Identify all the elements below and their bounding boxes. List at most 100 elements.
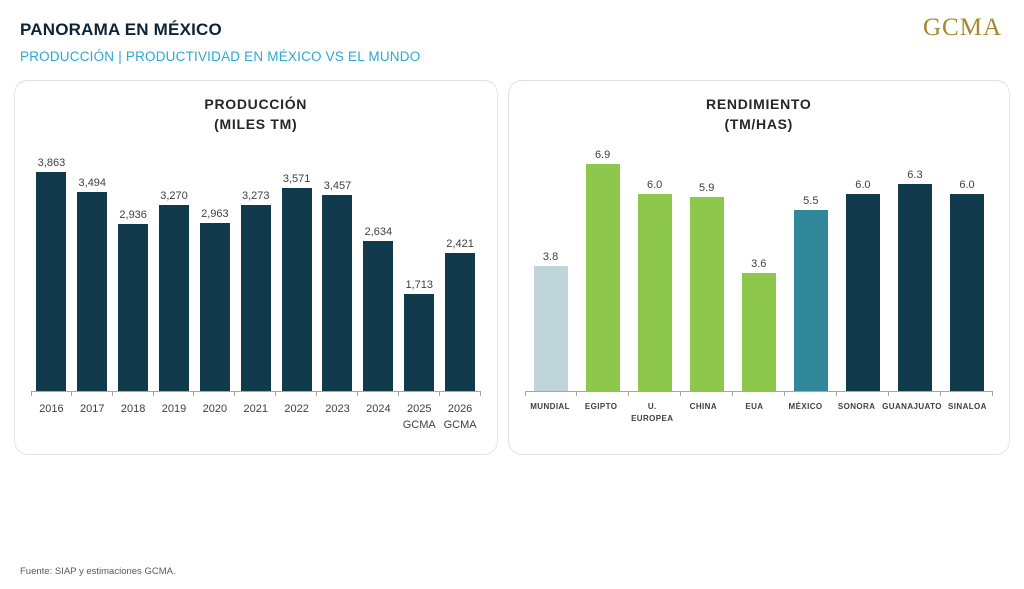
bar [199, 222, 230, 391]
bar-value-label: 3,863 [37, 156, 66, 169]
bar [159, 204, 190, 391]
x-label: 2023 [317, 401, 358, 434]
bar [281, 187, 312, 391]
bar [363, 240, 394, 391]
bar-group-u-europea: 6.0 [629, 141, 681, 391]
x-label: 2017 [72, 401, 113, 434]
axis-tick [524, 391, 577, 396]
bar-value-label: 5.5 [803, 194, 819, 207]
x-labels: MUNDIAL EGIPTO U. EUROPEA CHINA EUA MÉXICO SON… [525, 401, 993, 425]
produccion-chart-units: (MILES TM) [214, 115, 298, 132]
bar [585, 163, 620, 391]
bar [533, 265, 568, 391]
x-label: 2021 [235, 401, 276, 434]
x-label-text: 2019 [161, 402, 187, 415]
bar-group-2020: 2,963 [194, 141, 235, 391]
bar-value-label: 2,963 [201, 207, 229, 220]
axis-tick [317, 391, 358, 396]
bar-group-2018: 2,936 [113, 141, 154, 391]
produccion-chart-title: PRODUCCIÓN [204, 96, 308, 112]
x-label: MÉXICO [780, 401, 831, 425]
bar-value-label: 6.0 [959, 178, 975, 191]
bar-value-label: 6.0 [646, 178, 663, 191]
axis-tick [113, 391, 154, 396]
bar [77, 191, 108, 391]
bar-value-label: 6.0 [855, 178, 871, 191]
bar [741, 272, 776, 391]
bar-value-label: 2,634 [364, 225, 393, 238]
bar [845, 193, 880, 391]
bar-value-label: 6.3 [907, 168, 923, 181]
bar-group-2019: 3,270 [154, 141, 195, 391]
bar-group-egipto: 6.9 [577, 141, 629, 391]
bar-value-label: 1,713 [405, 278, 433, 291]
bar-group-sonora: 6.0 [837, 141, 889, 391]
bars-row: 3,863 3,494 2,936 3,270 2,963 3,273 3,571 3,457… [31, 141, 481, 391]
axis-tick [276, 391, 318, 396]
axis-tick [440, 391, 481, 396]
page-title: PANORAMA EN MÉXICO [20, 20, 222, 39]
rendimiento-chart: 3.8 6.9 6.0 5.9 3.6 5.5 6.0 6.3 6.0 MUNDIAL EGIPTO… [509, 141, 1009, 425]
x-label-text: CHINA [689, 401, 718, 411]
x-label-text: 2017 [80, 402, 105, 415]
x-label-text: EUA [745, 401, 764, 411]
source-note: Fuente: SIAP y estimaciones GCMA. [20, 566, 176, 577]
bars-row: 3.8 6.9 6.0 5.9 3.6 5.5 6.0 6.3 6.0 [525, 141, 993, 391]
axis-tick [785, 391, 837, 396]
bar-value-label: 3,494 [78, 176, 107, 189]
bar-group-2024: 2,634 [358, 141, 399, 391]
x-label: U. EUROPEA [627, 401, 678, 425]
bar-value-label: 3.6 [751, 257, 767, 270]
x-label-text: 2016 [39, 402, 64, 415]
bar-value-label: 3.8 [542, 250, 559, 263]
bar-group-eua: 3.6 [733, 141, 785, 391]
x-label: SONORA [831, 401, 882, 425]
bar-group-guanajuato: 6.3 [889, 141, 941, 391]
bar-group-2026: 2,421 [440, 141, 481, 391]
x-label: 2025 GCMA [399, 401, 440, 434]
x-label-text: U. EUROPEA [631, 401, 674, 423]
page-subtitle: PRODUCCIÓN | PRODUCTIVIDAD EN MÉXICO VS … [20, 49, 421, 64]
bar [404, 293, 435, 391]
axis-tick [577, 391, 629, 396]
axis-tick [733, 391, 785, 396]
axis-tick [31, 391, 72, 396]
bar [949, 193, 984, 391]
x-label: CHINA [678, 401, 729, 425]
produccion-chart: 3,863 3,494 2,936 3,270 2,963 3,273 3,571 3,457… [15, 141, 497, 434]
rendimiento-chart-card: RENDIMIENTO (TM/HAS) 3.8 6.9 6.0 5.9 3.6 5.5 6… [507, 80, 1010, 455]
bar-group-m-xico: 5.5 [785, 141, 837, 391]
bar-value-label: 3,571 [282, 172, 311, 185]
x-label-text: 2025 [406, 402, 432, 415]
bar [118, 223, 149, 391]
axis-tick [399, 391, 440, 396]
bar-value-label: 5.9 [699, 181, 715, 194]
x-label: 2018 [113, 401, 154, 434]
x-label: MUNDIAL [525, 401, 576, 425]
x-label-text: 2023 [325, 402, 350, 415]
x-label: 2022 [276, 401, 317, 434]
x-label: SINALOA [942, 401, 993, 425]
bar [240, 204, 271, 391]
bar-group-mundial: 3.8 [525, 141, 577, 391]
axis-tick [154, 391, 195, 396]
produccion-chart-card: PRODUCCIÓN (MILES TM) 3,863 3,494 2,936 3,2… [14, 80, 498, 455]
x-label: 2019 [154, 401, 195, 434]
axis-tick [72, 391, 113, 396]
header: PANORAMA EN MÉXICO PRODUCCIÓN | PRODUCTI… [0, 0, 1024, 64]
bar-value-label: 3,457 [323, 179, 352, 192]
axis-tick [235, 391, 277, 396]
x-label: EUA [729, 401, 780, 425]
x-label: 2020 [194, 401, 235, 434]
x-label-text: GUANAJUATO [882, 401, 942, 411]
bar-value-label: 3,273 [241, 189, 270, 202]
bar [637, 193, 672, 391]
x-label: 2016 [31, 401, 72, 434]
x-label-subtext: GCMA [402, 419, 436, 432]
x-label-text: 2022 [284, 402, 309, 415]
x-label-text: 2026 [447, 402, 473, 415]
x-label: EGIPTO [576, 401, 627, 425]
rendimiento-chart-title: RENDIMIENTO [706, 96, 812, 112]
bar [793, 209, 828, 391]
